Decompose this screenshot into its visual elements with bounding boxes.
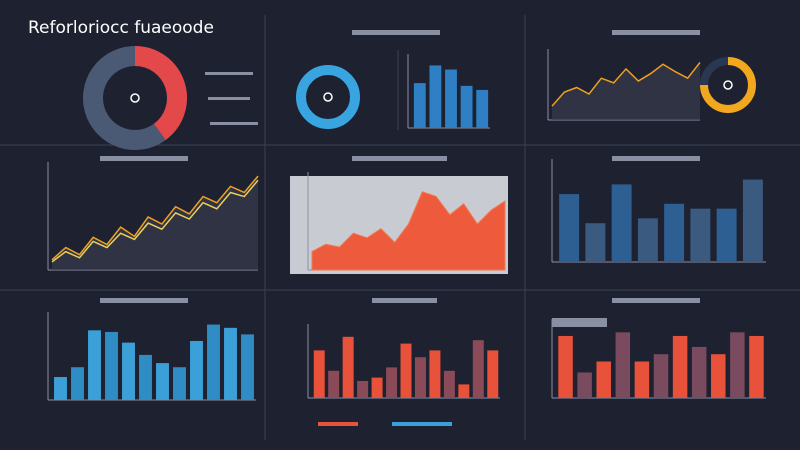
donut-slice <box>296 65 361 129</box>
bar <box>690 208 711 262</box>
bar <box>664 203 685 262</box>
area <box>311 191 506 271</box>
bar <box>730 332 745 398</box>
bar <box>313 350 325 398</box>
bar <box>558 335 573 398</box>
bar <box>224 327 237 400</box>
bar <box>577 372 592 398</box>
bar <box>672 335 688 398</box>
heading <box>612 30 700 35</box>
bar <box>139 354 152 400</box>
bar <box>637 218 658 262</box>
donut-slice <box>134 46 187 141</box>
legend-placeholder <box>392 422 452 426</box>
line <box>551 61 701 107</box>
bar <box>445 69 457 128</box>
bar <box>54 377 67 400</box>
legend-placeholder <box>210 122 258 125</box>
bar <box>634 361 650 398</box>
bar <box>173 367 186 400</box>
bar <box>615 332 631 398</box>
bar <box>328 370 340 398</box>
bar <box>559 194 580 262</box>
donut-slice <box>83 46 166 150</box>
bar <box>371 377 383 398</box>
bar <box>122 342 135 400</box>
bar <box>88 330 101 400</box>
bar <box>653 354 669 398</box>
bar <box>357 381 369 398</box>
bar <box>711 354 726 398</box>
bar <box>413 83 426 128</box>
bar <box>207 324 220 400</box>
legend-placeholder <box>318 422 358 426</box>
bar <box>429 65 442 128</box>
panel-headings <box>100 30 700 426</box>
bar <box>611 184 632 262</box>
donut-icon <box>723 80 733 90</box>
heading <box>100 156 188 161</box>
legend-placeholder <box>208 97 250 100</box>
heading <box>612 156 700 161</box>
heading <box>352 156 447 161</box>
bar <box>691 346 707 398</box>
bar <box>458 384 470 398</box>
donut-icon <box>130 93 140 103</box>
donut-icon <box>323 92 333 102</box>
bar <box>596 361 611 398</box>
bar <box>342 336 354 398</box>
line <box>51 179 259 263</box>
bar <box>190 340 203 400</box>
bar <box>414 357 426 398</box>
heading <box>352 30 440 35</box>
heading <box>612 298 700 303</box>
bar <box>742 179 763 262</box>
bar <box>487 350 499 398</box>
bar <box>156 363 169 400</box>
bar <box>585 223 606 262</box>
heading <box>100 298 188 303</box>
donut-slice <box>700 57 756 113</box>
legend-placeholder <box>552 318 607 327</box>
legend-placeholder <box>205 72 253 75</box>
bar <box>443 370 455 398</box>
bar <box>241 334 254 400</box>
bar <box>386 367 398 398</box>
donut-slice <box>700 57 729 86</box>
area-shade <box>552 62 700 120</box>
bar <box>429 350 441 398</box>
bar <box>476 89 489 128</box>
line <box>51 175 259 261</box>
bar <box>105 331 118 400</box>
bar <box>716 208 737 262</box>
heading <box>372 298 437 303</box>
bar <box>749 335 764 398</box>
bar <box>472 340 484 398</box>
bar <box>71 367 84 400</box>
bar <box>400 343 412 398</box>
bar <box>460 85 473 128</box>
dashboard-title: Reforloriocc fuaeoode <box>28 18 214 38</box>
